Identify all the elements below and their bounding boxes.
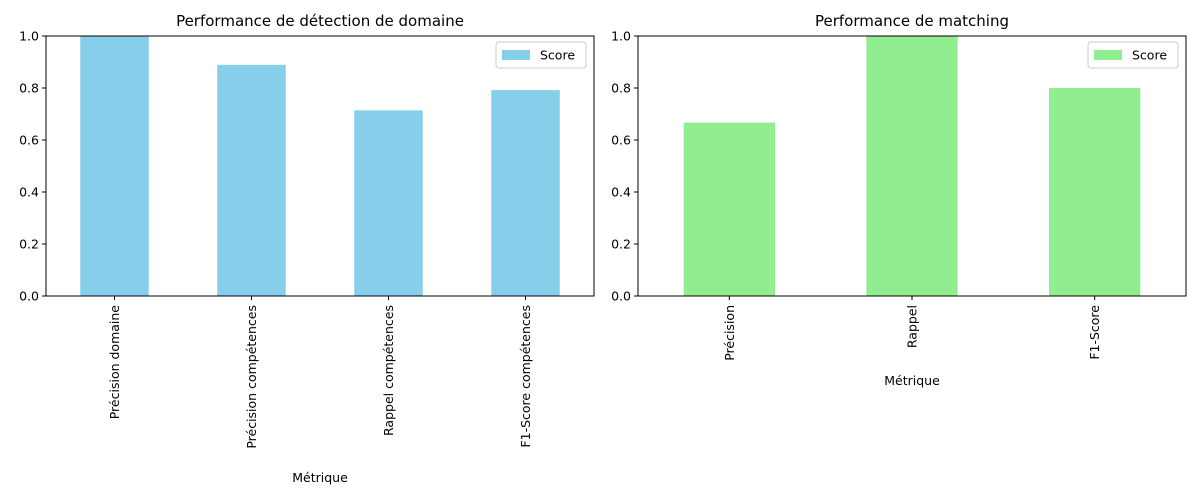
chart-panel-matching: 0.0 0.2 0.4 0.6 0.8 1.0 Précision Rappel F1-Scor… bbox=[611, 12, 1187, 388]
axes-frame bbox=[45, 35, 595, 297]
y-tick-label: 0.2 bbox=[611, 237, 631, 252]
x-tick-label: Rappel compétences bbox=[381, 305, 396, 436]
y-tick-label: 1.0 bbox=[611, 29, 631, 44]
x-axis-label: Métrique bbox=[884, 373, 940, 388]
y-tick-label: 0.6 bbox=[611, 133, 631, 148]
x-tick-label: Précision bbox=[722, 305, 737, 361]
legend-swatch bbox=[1094, 50, 1122, 60]
legend-box bbox=[495, 41, 587, 69]
bar-0 bbox=[683, 122, 775, 296]
legend-box bbox=[1087, 41, 1179, 69]
y-tick-label: 0.8 bbox=[19, 81, 39, 96]
x-tick-label: Rappel bbox=[905, 305, 920, 348]
bar-2 bbox=[1049, 88, 1141, 296]
x-tick-label: F1-Score compétences bbox=[518, 305, 533, 448]
legend-label: Score bbox=[540, 48, 575, 63]
y-tick-label: 0.4 bbox=[611, 185, 631, 200]
legend-swatch bbox=[502, 50, 530, 60]
y-tick-label: 0.2 bbox=[19, 237, 39, 252]
chart-title: Performance de détection de domaine bbox=[176, 12, 464, 30]
y-tick-label: 0.0 bbox=[19, 289, 39, 304]
y-tick-label: 1.0 bbox=[19, 29, 39, 44]
bar-2 bbox=[354, 110, 423, 296]
chart-title: Performance de matching bbox=[815, 12, 1009, 30]
x-tick-label: Précision domaine bbox=[107, 305, 122, 420]
chart-panel-domain-detection: 0.0 0.2 0.4 0.6 0.8 1.0 Précision domaine Préci… bbox=[19, 12, 595, 485]
legend-label: Score bbox=[1132, 48, 1167, 63]
x-axis-label: Métrique bbox=[292, 470, 348, 485]
x-tick-label: F1-Score bbox=[1087, 305, 1102, 360]
y-tick-label: 0.8 bbox=[611, 81, 631, 96]
bar-1 bbox=[217, 64, 286, 296]
y-tick-label: 0.6 bbox=[19, 133, 39, 148]
y-tick-label: 0.0 bbox=[611, 289, 631, 304]
x-tick-label: Précision compétences bbox=[244, 305, 259, 449]
bar-0 bbox=[80, 36, 149, 296]
bar-3 bbox=[491, 90, 560, 296]
bar-1 bbox=[866, 36, 958, 296]
y-tick-label: 0.4 bbox=[19, 185, 39, 200]
